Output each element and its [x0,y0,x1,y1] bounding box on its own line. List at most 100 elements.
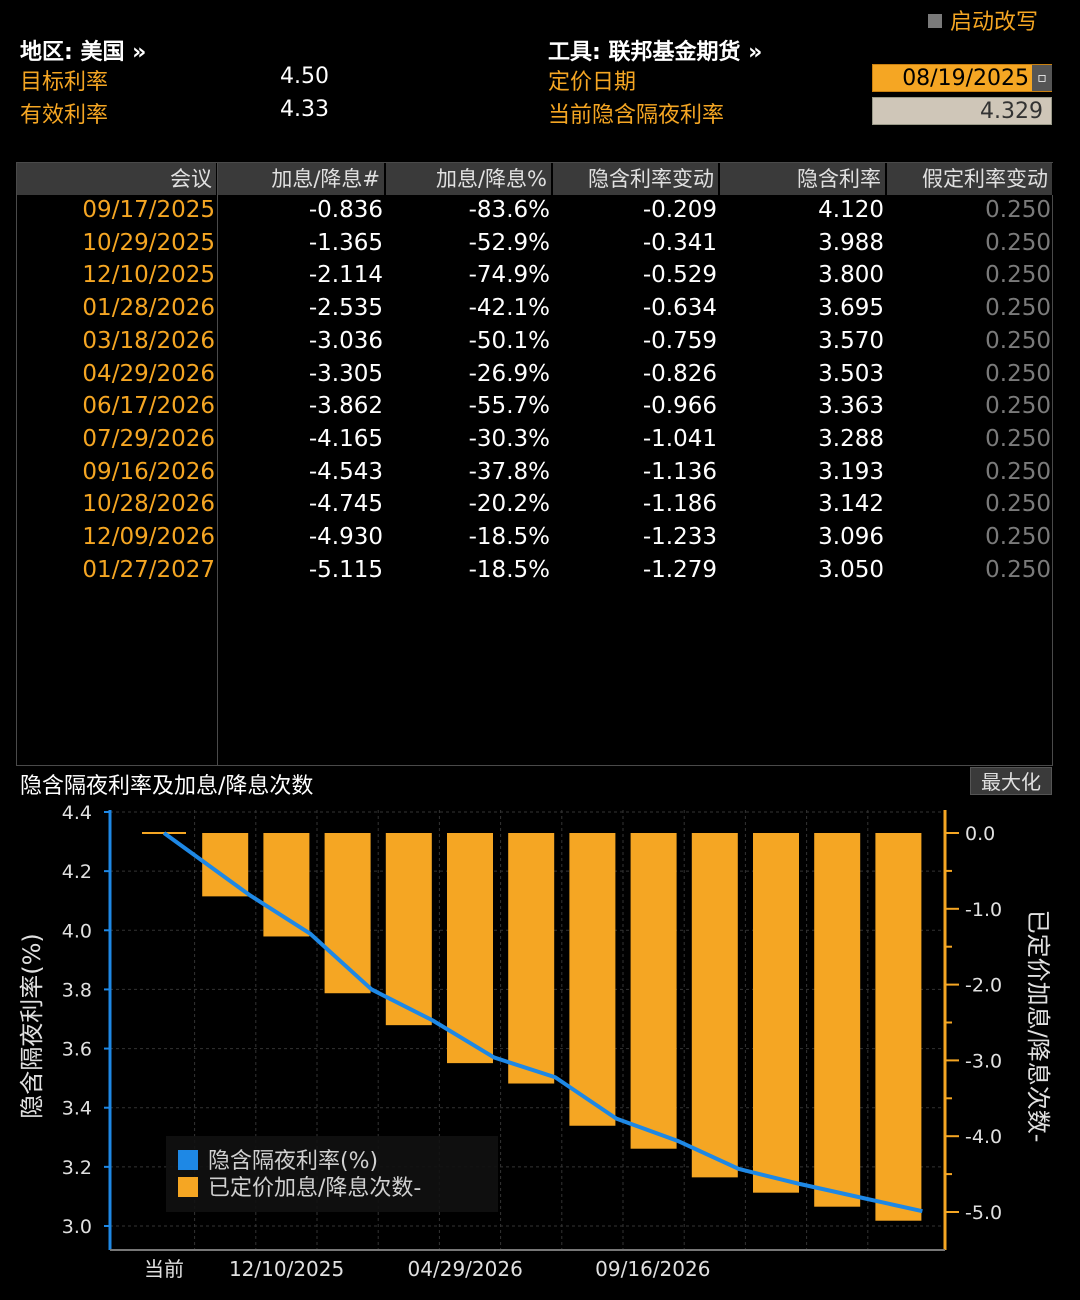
table-cell: 3.988 [818,229,884,256]
meeting-date-cell[interactable]: 07/29/2026 [82,425,215,452]
table-cell: -1.365 [308,229,383,256]
meeting-date-cell[interactable]: 01/28/2026 [82,295,215,322]
y-tick-label: 3.8 [62,979,92,1001]
table-cell: -37.8% [468,458,550,485]
y-tick-label: 3.0 [62,1216,92,1238]
table-cell: -20.2% [468,491,550,518]
table-cell: 0.250 [985,491,1051,518]
bar [569,833,616,1126]
effective-rate-label: 有效利率 [20,103,109,128]
table-cell: -4.543 [308,458,383,485]
y2-tick-label: -5.0 [965,1202,1002,1224]
meeting-date-cell[interactable]: 09/17/2025 [82,197,215,223]
meeting-date-cell[interactable]: 12/10/2025 [82,262,215,289]
meeting-date-cell[interactable]: 10/29/2025 [82,229,215,256]
table-cell: -50.1% [468,327,550,354]
bar [753,833,799,1193]
column-divider [217,163,218,765]
meeting-date-cell[interactable]: 12/09/2026 [82,524,215,550]
table-cell: -0.529 [642,262,717,289]
y-tick-label: 3.4 [62,1098,92,1120]
table-cell: -4.165 [308,425,383,452]
y-tick-label: 3.2 [62,1157,92,1179]
table-cell: -83.6% [468,197,550,223]
implied-overnight-input[interactable]: 4.329 [872,97,1052,125]
table-cell: -1.186 [642,491,717,518]
table-cell: -0.836 [308,197,383,223]
meeting-date-cell[interactable]: 09/16/2026 [82,458,215,485]
x-tick-label: 09/16/2026 [595,1257,710,1281]
pricing-date-input[interactable]: 08/19/2025 ▫ [872,64,1052,92]
checkbox-icon[interactable] [928,14,942,28]
region-selector[interactable]: 地区: 美国 » [20,40,147,65]
table-cell: 3.193 [818,458,884,485]
implied-overnight-label: 当前隐含隔夜利率 [548,103,725,128]
y-tick-label: 4.0 [62,920,92,942]
meeting-date-cell[interactable]: 10/28/2026 [82,491,215,518]
calendar-icon[interactable]: ▫ [1032,65,1052,91]
bar [385,833,432,1026]
target-rate-label: 目标利率 [20,70,109,95]
table-cell: -0.634 [642,295,717,322]
y2-tick-label: -4.0 [965,1126,1002,1148]
y-tick-label: 4.2 [62,861,92,883]
override-toggle-label: 启动改写 [950,10,1039,35]
table-cell: -74.9% [468,262,550,289]
table-cell: -1.233 [642,524,717,550]
effective-rate-value: 4.33 [280,97,329,122]
table-cell: -42.1% [468,295,550,322]
meeting-date-cell[interactable]: 06/17/2026 [82,393,215,420]
meeting-date-cell[interactable]: 03/18/2026 [82,327,215,354]
override-toggle-button[interactable]: 启动改写 [928,4,1038,36]
column-header[interactable]: 加息/降息% [386,163,554,195]
table-cell: 0.250 [985,262,1051,289]
y-axis-label: 隐含隔夜利率(%) [18,933,46,1119]
table-cell: 3.363 [818,393,884,420]
meeting-date-cell[interactable]: 04/29/2026 [82,360,215,387]
table-header: 会议 加息/降息# 加息/降息% 隐含利率变动 隐含利率 假定利率变动 [17,163,1055,195]
table-cell: -52.9% [468,229,550,256]
table-cell: -18.5% [468,524,550,550]
column-header[interactable]: 隐含利率 [720,163,888,195]
table-cell: 0.250 [985,458,1051,485]
table-cell: -0.209 [642,197,717,223]
table-cell: 0.250 [985,360,1051,387]
table-cell: 0.250 [985,229,1051,256]
maximize-button[interactable]: 最大化 [970,767,1052,795]
instrument-selector[interactable]: 工具: 联邦基金期货 » [548,40,763,65]
bar [447,833,493,1064]
legend-label: 已定价加息/降息次数- [208,1176,421,1201]
table-cell: -0.759 [642,327,717,354]
table-cell: 0.250 [985,393,1051,420]
meeting-date-cell[interactable]: 01/27/2027 [82,556,215,583]
table-cell: 3.695 [818,295,884,322]
meeting-table: 会议 加息/降息# 加息/降息% 隐含利率变动 隐含利率 假定利率变动 09/17/202… [16,162,1055,766]
bar [875,833,922,1221]
table-cell: 3.570 [818,327,884,354]
table-cell: 0.250 [985,425,1051,452]
table-cell: -18.5% [468,556,550,583]
table-cell: 3.096 [818,524,884,550]
table-cell: -0.341 [642,229,717,256]
series-line [162,831,923,1214]
bar [814,833,861,1207]
column-header[interactable]: 加息/降息# [218,163,387,195]
table-cell: 3.800 [818,262,884,289]
column-header[interactable]: 会议 [17,163,219,195]
bar [508,833,555,1084]
column-header[interactable]: 隐含利率变动 [553,163,721,195]
table-cell: 0.250 [985,556,1051,583]
rate-chart: 3.0 3.2 3.4 3.6 3.8 4.0 4.2 4.4 隐含隔夜利率(%) 0.0 -1.0… [18,802,1052,1281]
table-cell: 3.288 [818,425,884,452]
y2-tick-label: -2.0 [965,975,1002,997]
table-cell: -1.279 [642,556,717,583]
y-tick-label: 4.4 [62,802,92,824]
table-cell: -1.136 [642,458,717,485]
x-tick-label: 12/10/2025 [229,1257,344,1281]
table-cell: -5.115 [308,556,383,583]
pricing-date-value: 08/19/2025 [902,66,1029,91]
table-cell: 0.250 [985,197,1051,223]
x-tick-label: 04/29/2026 [408,1257,523,1281]
table-cell: -0.826 [642,360,717,387]
column-header[interactable]: 假定利率变动 [887,163,1055,195]
